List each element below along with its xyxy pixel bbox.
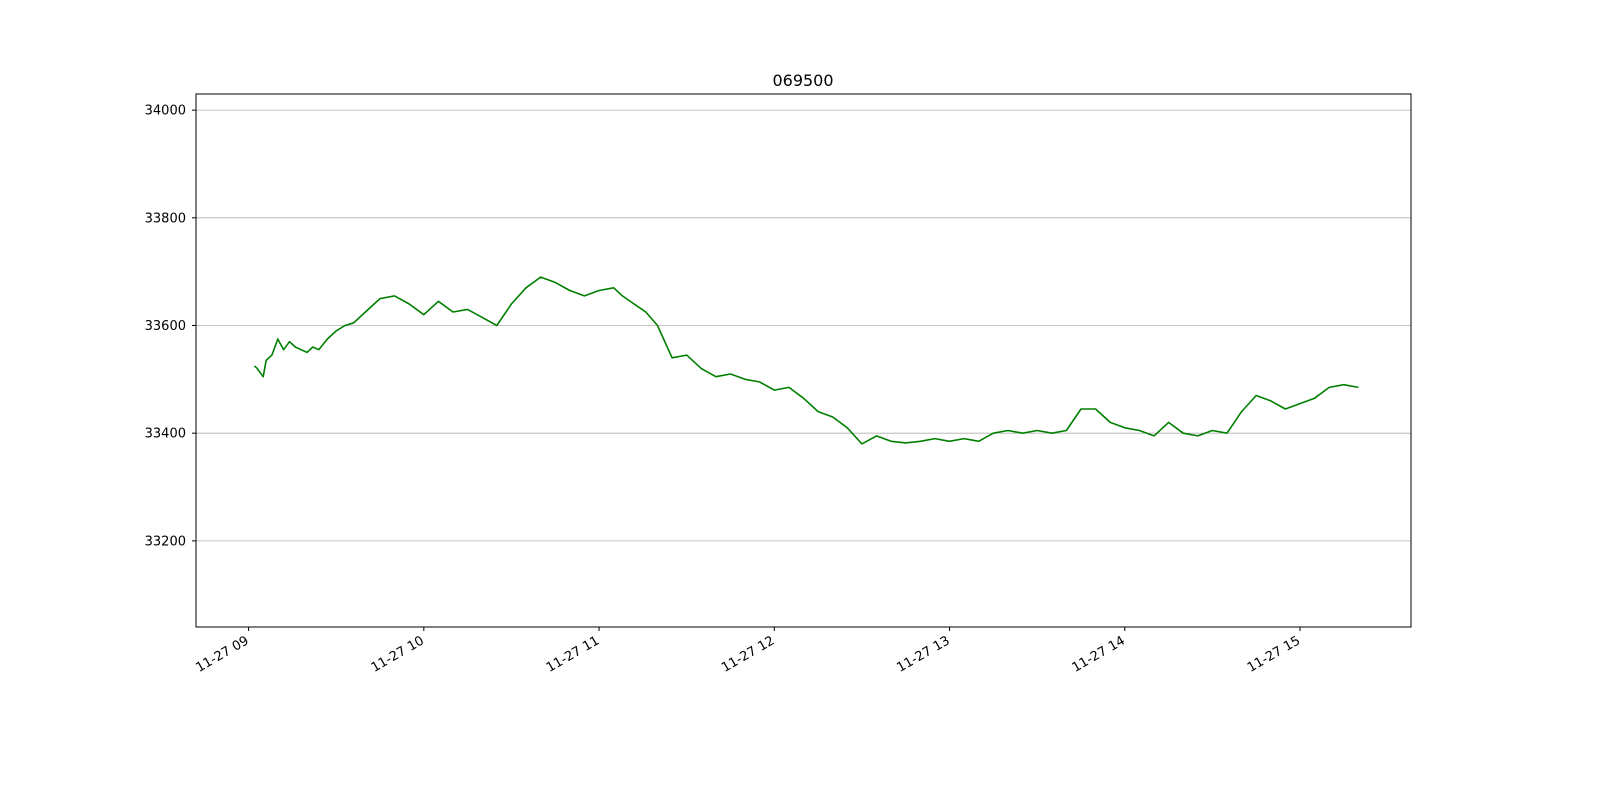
series-lines xyxy=(253,276,1359,445)
y-tick-label: 33200 xyxy=(145,534,186,549)
chart-title: 069500 xyxy=(772,71,833,90)
y-tick-label: 33800 xyxy=(145,211,186,226)
series-line xyxy=(253,276,1359,445)
y-gridlines xyxy=(196,109,1411,542)
y-tick-label: 33400 xyxy=(145,427,186,442)
plot-frame xyxy=(195,93,1412,628)
y-axis: 33200 33400 33600 33800 34000 xyxy=(145,104,196,549)
y-tick-label: 34000 xyxy=(145,104,186,119)
y-tick-label: 33600 xyxy=(145,319,186,334)
